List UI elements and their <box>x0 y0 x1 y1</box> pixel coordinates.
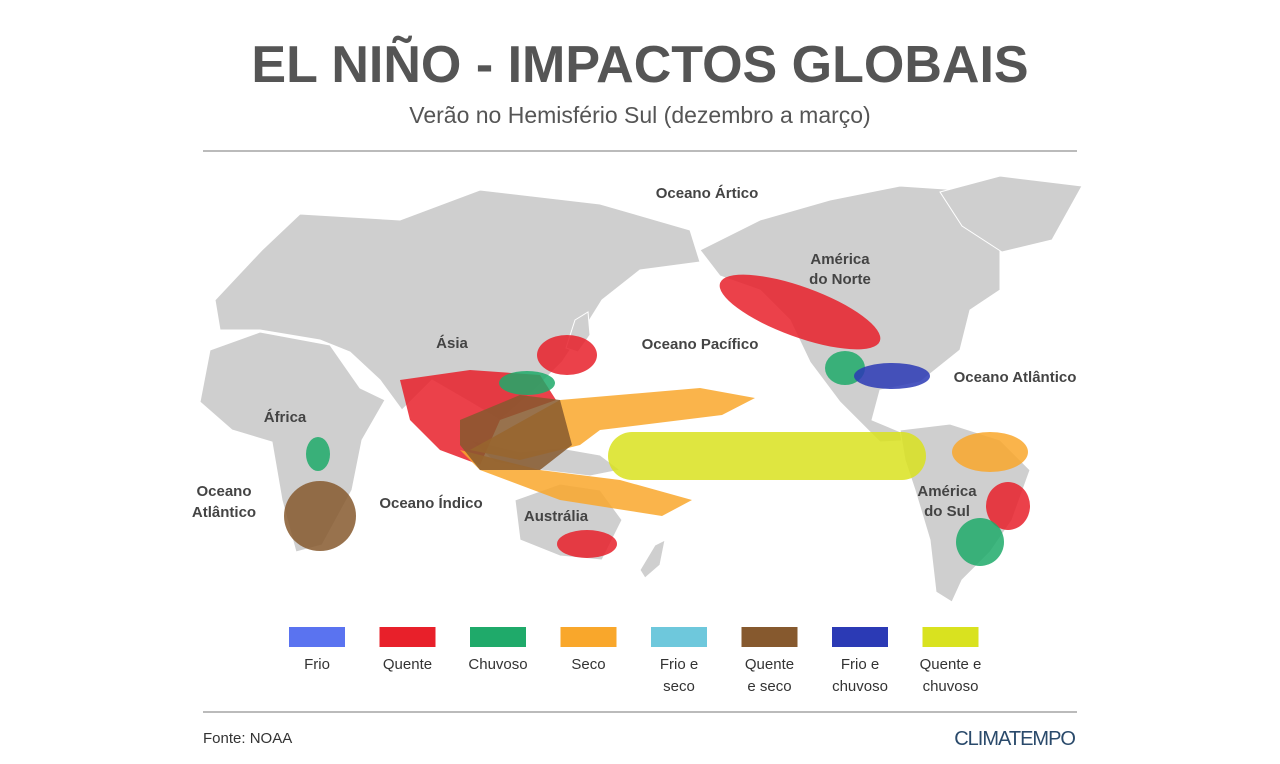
legend-swatch <box>651 627 707 647</box>
legend-label: Frio e seco <box>660 656 698 695</box>
impact-area <box>986 482 1030 530</box>
legend-label: Quente e chuvoso <box>920 656 982 695</box>
legend-label-line: e seco <box>747 678 791 695</box>
legend-label-line: chuvoso <box>923 678 979 695</box>
legend-swatch <box>560 627 617 647</box>
legend-label-line: Frio e <box>841 656 879 673</box>
legend-swatch <box>379 627 436 647</box>
map-label: Ásia <box>436 335 468 352</box>
legend-label: Quente e seco <box>745 656 794 695</box>
impact-area <box>537 335 597 375</box>
legend-swatch <box>832 627 888 647</box>
legend-label: Frio <box>304 656 330 673</box>
map-label: Oceano Índico <box>379 495 482 512</box>
map-label: Austrália <box>524 508 589 525</box>
legend-label-line: Quente <box>745 656 794 673</box>
legend-label: Quente <box>383 656 432 673</box>
legend-label: Chuvoso <box>468 656 527 673</box>
legend-label-line: Chuvoso <box>468 656 527 673</box>
map-label: América do Norte <box>809 251 871 288</box>
impact-area <box>460 395 572 470</box>
impact-areas <box>284 274 1030 566</box>
legend-label: Frio e chuvoso <box>832 656 888 695</box>
legend: Frio Quente Chuvoso Seco Frio e seco Quente e s… <box>289 627 981 695</box>
legend-label: Seco <box>571 656 605 673</box>
legend-label-line: Quente <box>383 656 432 673</box>
legend-label-line: Seco <box>571 656 605 673</box>
map-label: Oceano Atlântico <box>192 483 256 521</box>
impact-area <box>557 530 617 558</box>
impact-area <box>608 432 926 480</box>
greenland <box>939 175 1083 253</box>
legend-label-line: Quente e <box>920 656 982 673</box>
impact-area <box>719 274 881 350</box>
map-label: África <box>264 409 307 426</box>
legend-swatch <box>470 627 526 647</box>
title: EL NIÑO - IMPACTOS GLOBAIS <box>251 35 1028 94</box>
impact-area <box>956 518 1004 566</box>
map-label: Oceano Ártico <box>656 185 759 202</box>
impact-area <box>499 371 555 395</box>
brand: CLIMATEMPO <box>954 728 1075 750</box>
legend-label-line: chuvoso <box>832 678 888 695</box>
map-label: Oceano Atlântico <box>954 369 1077 386</box>
impact-area <box>284 481 356 551</box>
legend-label-line: seco <box>663 678 695 695</box>
subtitle: Verão no Hemisfério Sul (dezembro a març… <box>409 102 870 128</box>
legend-label-line: Frio e <box>660 656 698 673</box>
map-labels: Oceano Ártico América do Norte Ásia Ocean… <box>192 185 1076 525</box>
new-zealand <box>639 539 666 579</box>
impact-area <box>854 363 930 389</box>
impact-area <box>306 437 330 471</box>
legend-swatch <box>289 627 345 647</box>
map-label: Oceano Pacífico <box>642 336 759 353</box>
legend-swatch <box>922 627 979 647</box>
map-label: América do Sul <box>917 483 977 520</box>
legend-swatch <box>741 627 798 647</box>
legend-label-line: Frio <box>304 656 330 673</box>
source: Fonte: NOAA <box>203 730 292 747</box>
impact-area <box>952 432 1028 472</box>
